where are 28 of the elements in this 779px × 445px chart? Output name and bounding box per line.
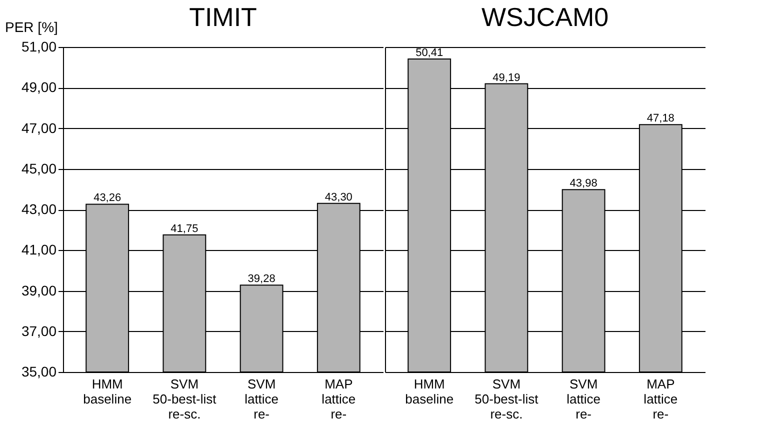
- data-label: 47,18: [646, 112, 674, 125]
- y-tick-label: 39,00: [21, 282, 57, 298]
- chart-title: WSJCAM0: [481, 2, 609, 32]
- x-tick-label: SVM 50-best-list re-sc.: [152, 376, 217, 422]
- x-tick-label: MAP lattice re-: [322, 376, 356, 422]
- y-tick-label: 49,00: [21, 79, 57, 96]
- data-label: 43,26: [94, 192, 122, 204]
- y-tick-label: 41,00: [21, 242, 57, 258]
- x-tick-label: SVM lattice re-: [566, 376, 601, 422]
- y-tick-label: 47,00: [21, 120, 57, 136]
- y-axis-title: PER [%]: [5, 19, 58, 35]
- y-tick-label: 45,00: [21, 160, 57, 176]
- y-tick-label: 35,00: [21, 364, 57, 380]
- data-label: 43,30: [324, 191, 352, 204]
- data-label: 39,28: [248, 273, 276, 286]
- y-tick-label: 43,00: [21, 201, 57, 217]
- y-tick-label: 51,00: [21, 38, 57, 54]
- x-tick-label: HMM baseline: [83, 376, 132, 406]
- data-label: 49,19: [492, 72, 520, 84]
- x-tick-label: SVM lattice re-: [244, 376, 279, 422]
- chart-title: TIMIT: [189, 2, 258, 32]
- data-label: 43,98: [570, 178, 598, 190]
- data-label: 41,75: [170, 222, 198, 235]
- x-tick-label: MAP lattice re-: [644, 376, 678, 422]
- x-tick-label: HMM baseline: [405, 376, 454, 406]
- x-tick-label: SVM 50-best-list re-sc.: [474, 376, 539, 422]
- data-label: 50,41: [416, 46, 444, 59]
- y-tick-label: 37,00: [21, 322, 57, 339]
